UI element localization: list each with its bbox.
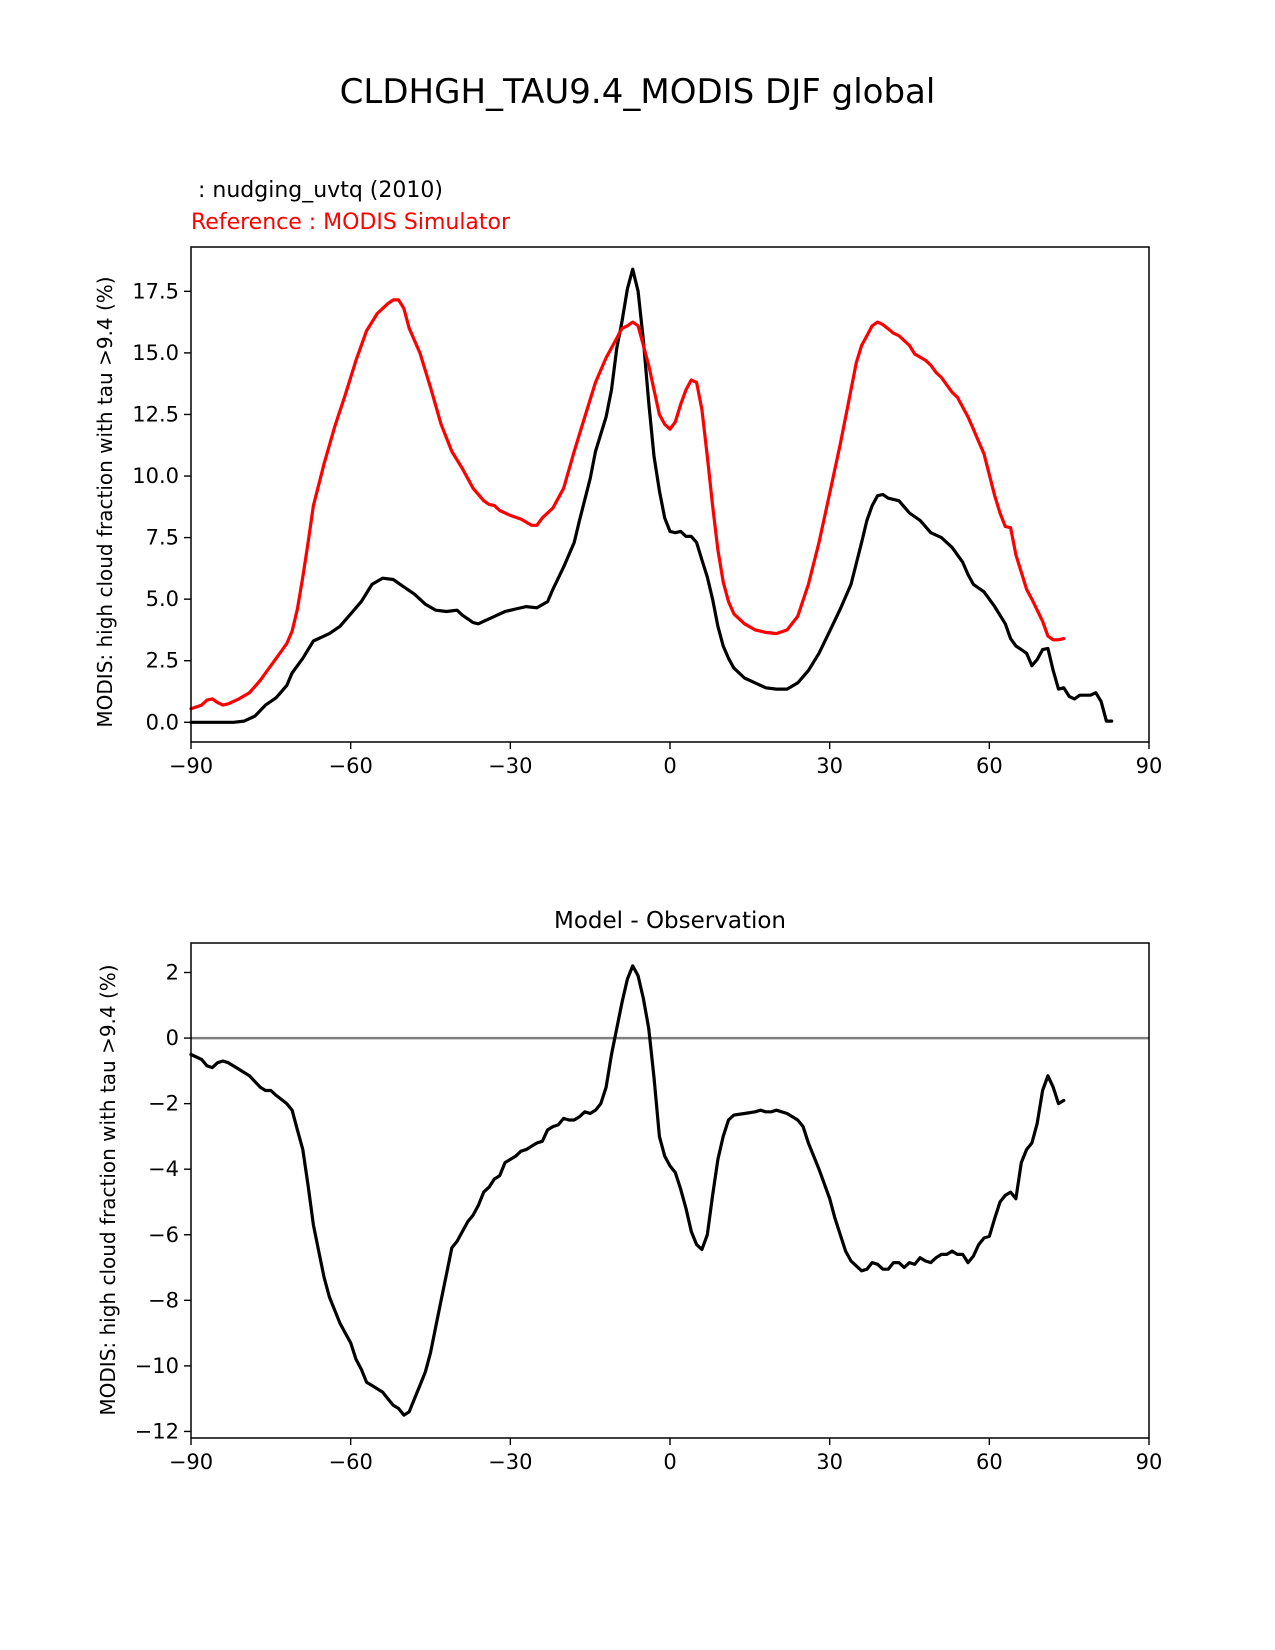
bottom-y-tick-label: −2 — [148, 1092, 179, 1116]
reference-label: Reference : MODIS Simulator — [191, 210, 511, 235]
top-axes-ticks: −90 −60 −30 0 30 60 90 0.0 2.5 5.0 7.5 10.0 12.5 15.0… — [132, 279, 1162, 778]
bottom-x-tick-label: −30 — [488, 1450, 532, 1474]
bottom-plot-frame — [190, 942, 1150, 1439]
top-panel: : nudging_uvtq (2010) Reference : MODIS … — [93, 178, 1162, 778]
bottom-y-tick-label: −4 — [148, 1157, 179, 1181]
bottom-x-tick-label: 0 — [663, 1450, 676, 1474]
bottom-y-tick-label: −12 — [135, 1419, 179, 1443]
top-y-tick-label: 12.5 — [132, 402, 179, 426]
test-label: : nudging_uvtq (2010) — [191, 178, 443, 203]
bottom-x-tick-label: 30 — [816, 1450, 843, 1474]
top-x-tick-label: 60 — [976, 754, 1003, 778]
top-x-tick-label: −90 — [169, 754, 213, 778]
bottom-panel-title: Model - Observation — [554, 908, 786, 934]
top-y-tick-label: 15.0 — [132, 341, 179, 365]
bottom-y-tick-label: 0 — [166, 1026, 179, 1050]
top-series-lines — [189, 267, 1114, 724]
top-y-tick-label: 2.5 — [146, 649, 179, 673]
top-series-test — [189, 267, 1114, 724]
bottom-y-tick-label: −6 — [148, 1223, 179, 1247]
top-x-tick-label: 30 — [816, 754, 843, 778]
bottom-y-tick-label: −8 — [148, 1288, 179, 1312]
bottom-x-tick-label: 60 — [976, 1450, 1003, 1474]
bottom-y-tick-label: 2 — [166, 961, 179, 985]
top-x-tick-label: −30 — [488, 754, 532, 778]
bottom-y-axis-label: MODIS: high cloud fraction with tau >9.4… — [96, 964, 120, 1415]
page-title: CLDHGH_TAU9.4_MODIS DJF global — [339, 72, 936, 112]
bottom-series-lines — [189, 964, 1149, 1417]
top-x-tick-label: −60 — [329, 754, 373, 778]
top-y-tick-label: 5.0 — [146, 587, 179, 611]
bottom-x-tick-label: −60 — [329, 1450, 373, 1474]
bottom-x-tick-label: −90 — [169, 1450, 213, 1474]
top-x-tick-label: 0 — [663, 754, 676, 778]
top-x-tick-label: 90 — [1136, 754, 1163, 778]
bottom-series-difference — [189, 964, 1066, 1417]
top-y-axis-label: MODIS: high cloud fraction with tau >9.4… — [93, 276, 117, 727]
top-y-tick-label: 17.5 — [132, 279, 179, 303]
bottom-x-tick-label: 90 — [1136, 1450, 1163, 1474]
top-y-tick-label: 10.0 — [132, 464, 179, 488]
top-y-tick-label: 7.5 — [146, 526, 179, 550]
top-series-reference — [189, 298, 1066, 711]
bottom-axes-ticks: −90 −60 −30 0 30 60 90 −12 −10 −8 −6 −4 −2 0 2 — [135, 961, 1163, 1474]
bottom-y-tick-label: −10 — [135, 1354, 179, 1378]
top-y-tick-label: 0.0 — [146, 710, 179, 734]
top-plot-frame — [190, 246, 1150, 743]
bottom-panel: Model - Observation −90 −60 −30 0 30 60 90−12−… — [96, 908, 1162, 1474]
